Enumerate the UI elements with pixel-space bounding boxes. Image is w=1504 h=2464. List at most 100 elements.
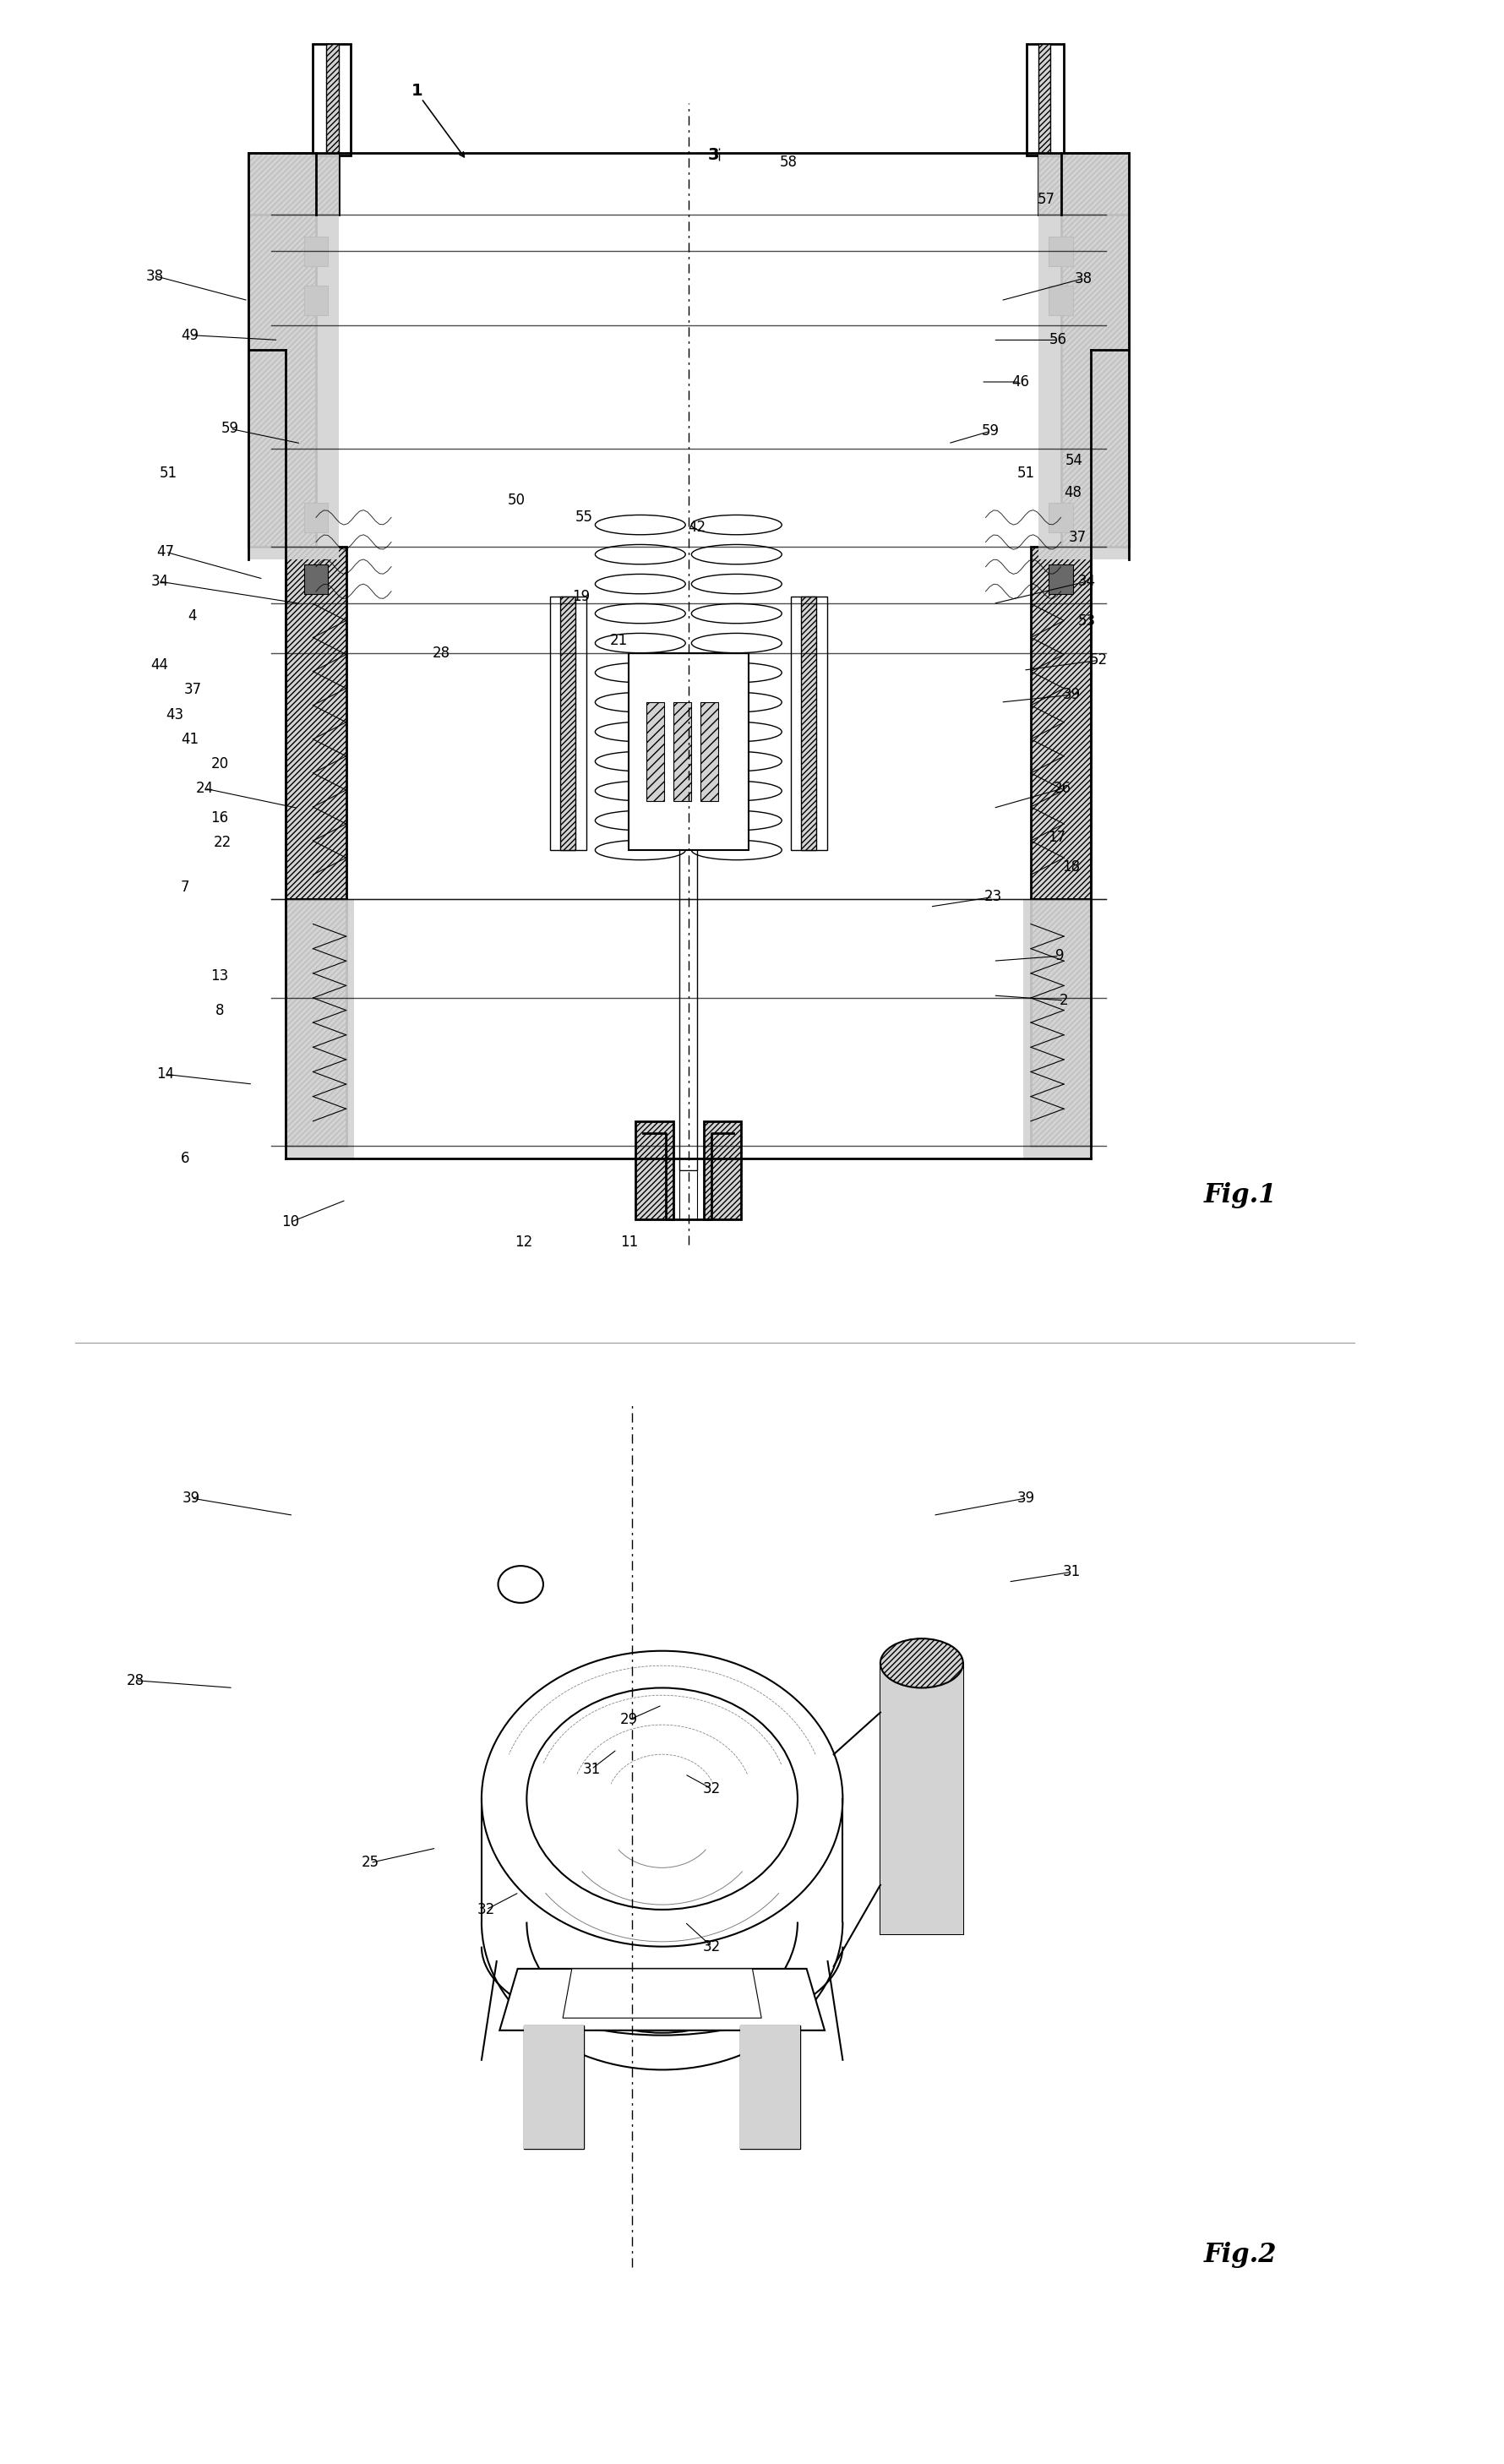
Text: 38: 38	[146, 269, 164, 283]
Bar	[1048, 503, 1072, 532]
Bar	[740, 2025, 800, 2149]
Text: 38: 38	[1074, 271, 1092, 286]
Text: 16: 16	[211, 811, 229, 825]
Text: 11: 11	[620, 1234, 638, 1249]
Bar	[304, 564, 328, 594]
Text: 18: 18	[1062, 860, 1080, 875]
Text: 59: 59	[981, 424, 999, 439]
Text: 51: 51	[1017, 466, 1035, 480]
Text: 46: 46	[1011, 375, 1029, 389]
Bar	[645, 702, 665, 801]
Text: 21: 21	[609, 633, 627, 648]
Bar	[304, 503, 328, 532]
Text: 47: 47	[156, 545, 174, 559]
Text: 49: 49	[180, 328, 199, 342]
Bar	[286, 547, 346, 899]
Bar	[740, 2025, 800, 2149]
Text: Fig.2: Fig.2	[1203, 2242, 1277, 2267]
Bar	[629, 653, 749, 850]
Text: 8: 8	[215, 1003, 224, 1018]
Bar	[1038, 44, 1050, 155]
Text: 32: 32	[702, 1939, 720, 1954]
Text: 52: 52	[1089, 653, 1107, 668]
Text: 31: 31	[582, 1762, 600, 1777]
Text: 34: 34	[1077, 574, 1095, 589]
Text: 6: 6	[180, 1151, 190, 1165]
Text: 37: 37	[1068, 530, 1086, 545]
Bar	[550, 596, 587, 850]
Bar	[1060, 214, 1128, 547]
Text: 24: 24	[196, 781, 214, 796]
Bar	[800, 596, 815, 850]
Text: 37: 37	[183, 683, 202, 697]
Polygon shape	[562, 1969, 761, 2018]
Text: 39: 39	[1017, 1491, 1035, 1506]
Bar	[1048, 286, 1072, 315]
Text: 44: 44	[150, 658, 168, 673]
Text: 48: 48	[1063, 485, 1081, 500]
Text: 20: 20	[211, 756, 229, 771]
Text: 53: 53	[1077, 614, 1095, 628]
Text: 39: 39	[182, 1491, 200, 1506]
Text: 32: 32	[477, 1902, 495, 1917]
Bar	[286, 899, 346, 1146]
Text: 55: 55	[575, 510, 593, 525]
Bar	[523, 2025, 584, 2149]
Text: 34: 34	[150, 574, 168, 589]
Text: 39: 39	[1062, 687, 1080, 702]
Text: 14: 14	[156, 1067, 174, 1082]
Bar	[680, 825, 698, 1170]
Bar	[248, 153, 338, 559]
Text: 32: 32	[702, 1781, 720, 1796]
Text: 2: 2	[1059, 993, 1068, 1008]
Text: 56: 56	[1048, 333, 1066, 347]
Text: 28: 28	[126, 1673, 144, 1688]
Bar	[313, 44, 350, 155]
Bar	[248, 214, 316, 547]
Text: 51: 51	[159, 466, 177, 480]
Text: 26: 26	[1053, 781, 1071, 796]
Bar	[1026, 44, 1063, 155]
Bar	[880, 1663, 963, 1934]
Text: 22: 22	[214, 835, 232, 850]
Text: 50: 50	[507, 493, 525, 508]
Text: 7: 7	[180, 880, 190, 894]
Text: 42: 42	[687, 520, 705, 535]
Text: 19: 19	[572, 589, 590, 604]
Text: 1: 1	[411, 84, 423, 99]
Bar	[1038, 153, 1128, 214]
Bar	[1030, 899, 1090, 1146]
Text: 25: 25	[361, 1855, 379, 1870]
Bar	[704, 1121, 740, 1220]
Text: 29: 29	[620, 1712, 638, 1727]
Ellipse shape	[880, 1639, 963, 1688]
Bar	[1038, 153, 1128, 559]
Text: 58: 58	[779, 155, 797, 170]
Ellipse shape	[498, 1567, 543, 1604]
Bar	[1048, 564, 1072, 594]
Bar	[559, 596, 575, 850]
Text: 12: 12	[514, 1234, 532, 1249]
Text: 9: 9	[1054, 949, 1063, 963]
Text: 28: 28	[432, 646, 450, 660]
Text: 59: 59	[221, 421, 239, 436]
Text: 54: 54	[1065, 453, 1083, 468]
Text: 4: 4	[188, 609, 197, 623]
Bar	[1030, 547, 1090, 899]
Polygon shape	[499, 1969, 824, 2030]
Bar	[326, 44, 338, 155]
Bar	[880, 1663, 963, 1934]
Text: 57: 57	[1036, 192, 1054, 207]
Text: 31: 31	[1062, 1565, 1080, 1579]
Bar	[248, 153, 338, 214]
Text: 43: 43	[165, 707, 183, 722]
Bar	[635, 1121, 674, 1220]
Bar	[523, 2025, 584, 2149]
Bar	[304, 237, 328, 266]
Bar	[286, 899, 353, 1158]
Bar	[1048, 237, 1072, 266]
Bar	[1023, 899, 1090, 1158]
Text: 10: 10	[281, 1215, 299, 1230]
Bar	[304, 286, 328, 315]
Text: 13: 13	[211, 968, 229, 983]
